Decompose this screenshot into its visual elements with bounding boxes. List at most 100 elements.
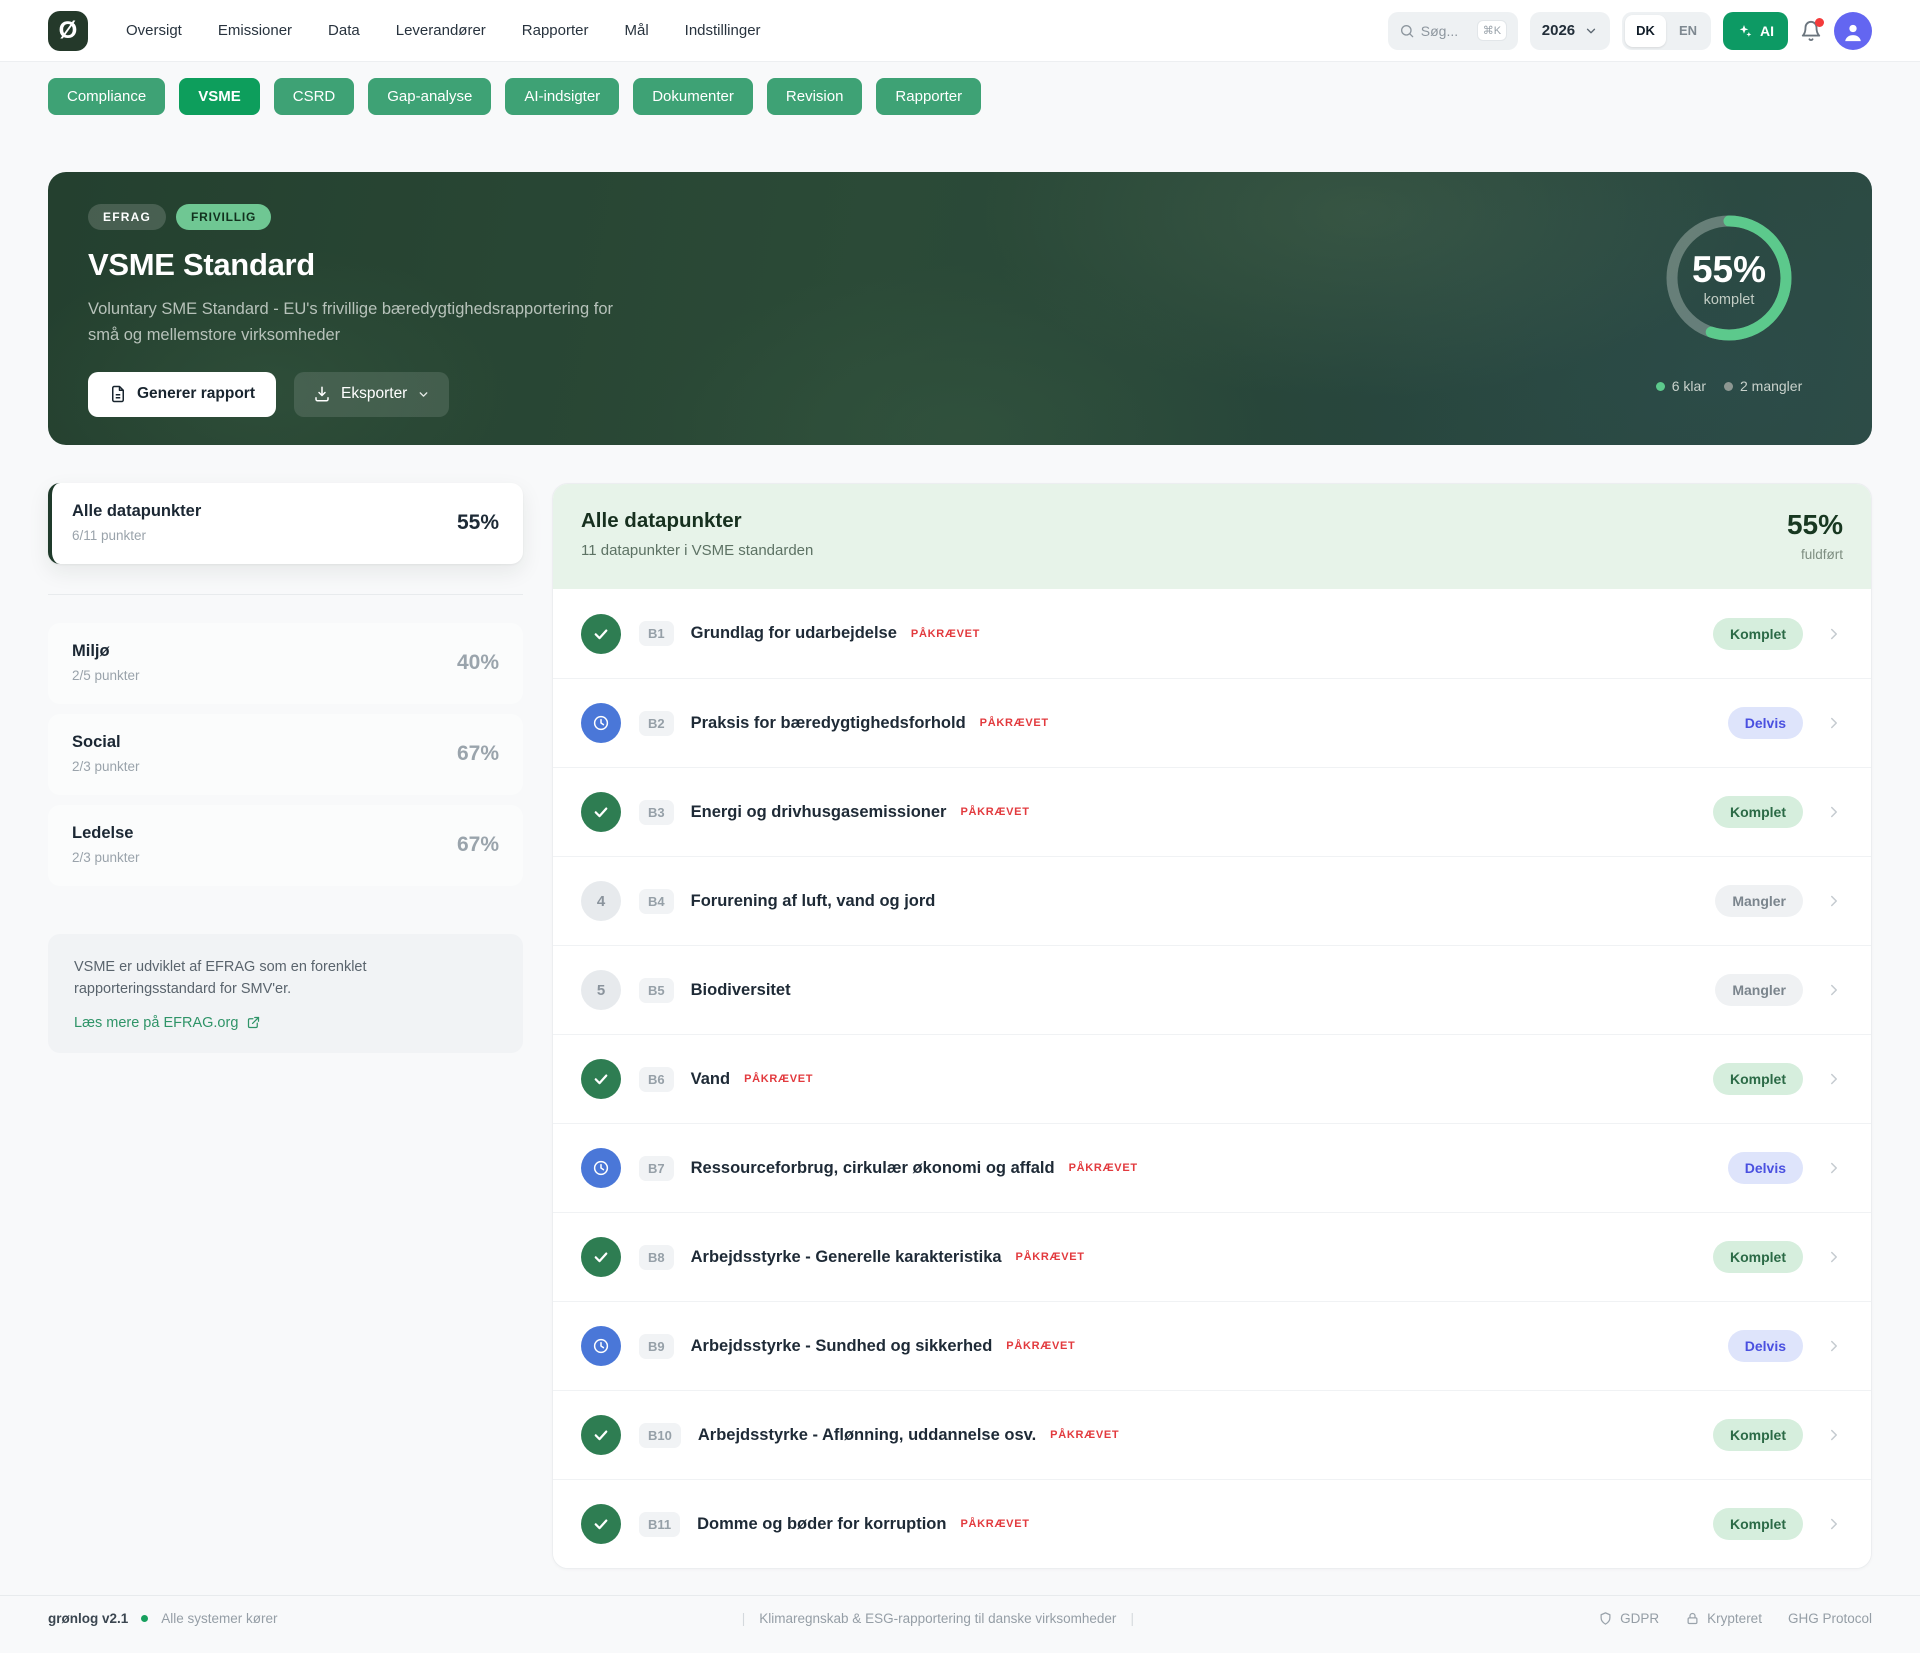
lang-en-button[interactable]: EN — [1668, 15, 1708, 47]
tab-rapporter[interactable]: Rapporter — [876, 78, 982, 115]
datapoint-row[interactable]: B9 Arbejdsstyrke - Sundhed og sikkerhed … — [553, 1301, 1871, 1390]
datapoint-row[interactable]: B6 Vand PÅKRÆVET Komplet — [553, 1034, 1871, 1123]
bell-icon — [1801, 20, 1821, 41]
datapoint-row[interactable]: B11 Domme og bøder for korruption PÅKRÆV… — [553, 1479, 1871, 1568]
datapoint-code: B1 — [639, 621, 674, 646]
gronlog-logo[interactable]: Ø — [48, 10, 88, 51]
tab-vsme[interactable]: VSME — [179, 78, 260, 115]
nav-item[interactable]: Oversigt — [126, 22, 182, 39]
status-badge: Komplet — [1713, 617, 1803, 650]
datapoint-row[interactable]: 5 B5 Biodiversitet Mangler — [553, 945, 1871, 1034]
generate-report-label: Generer rapport — [137, 385, 256, 403]
chevron-right-icon — [1825, 1159, 1843, 1177]
datapoint-code: B11 — [639, 1511, 681, 1537]
export-button[interactable]: Eksporter — [294, 371, 450, 417]
category-subtitle: 2/5 punkter — [72, 668, 140, 683]
tab-dokumenter[interactable]: Dokumenter — [633, 78, 753, 115]
datapoint-row[interactable]: 4 B4 Forurening af luft, vand og jord Ma… — [553, 856, 1871, 945]
tab-gap-analyse[interactable]: Gap-analyse — [368, 78, 492, 115]
tab-revision[interactable]: Revision — [766, 78, 863, 115]
vsme-hero-card: EFRAG FRIVILLIG VSME Standard Voluntary … — [48, 172, 1872, 445]
nav-item[interactable]: Leverandører — [395, 22, 486, 39]
sidebar-category-item[interactable]: Ledelse 2/3 punkter 67% — [48, 805, 523, 886]
tab-csrd[interactable]: CSRD — [273, 78, 355, 115]
datapoint-row[interactable]: B7 Ressourceforbrug, cirkulær økonomi og… — [553, 1123, 1871, 1212]
notifications-button[interactable] — [1800, 17, 1824, 42]
panel-subtitle: 11 datapunkter i VSME standarden — [581, 542, 814, 559]
status-badge: Delvis — [1727, 1330, 1803, 1362]
category-sidebar: Alle datapunkter 6/11 punkter 55% Miljø … — [48, 483, 523, 1053]
tab-compliance[interactable]: Compliance — [48, 78, 166, 115]
category-title: Miljø — [72, 642, 110, 660]
datapoint-title: Arbejdsstyrke - Generelle karakteristika — [690, 1247, 1002, 1266]
status-badge: Komplet — [1713, 796, 1803, 828]
main-nav: Oversigt Emissioner Data Leverandører Ra… — [126, 22, 761, 39]
check-icon — [592, 625, 610, 643]
footer: grønlog v2.1 Alle systemer kører | Klima… — [0, 1595, 1920, 1641]
search-input[interactable] — [1420, 22, 1471, 39]
sidebar-item-alle-datapunkter[interactable]: Alle datapunkter 6/11 punkter 55% — [48, 483, 523, 564]
row-state-icon — [581, 703, 621, 743]
datapoint-code: B10 — [639, 1422, 681, 1448]
system-status-label: Alle systemer kører — [161, 1611, 278, 1626]
legend-ready-label: 6 klar — [1671, 378, 1706, 394]
nav-item[interactable]: Indstillinger — [684, 22, 761, 39]
search-box[interactable]: ⌘K — [1387, 11, 1518, 50]
clock-icon — [592, 1159, 610, 1177]
status-badge: Komplet — [1713, 1241, 1803, 1273]
user-avatar[interactable] — [1834, 11, 1872, 50]
required-label: PÅKRÆVET — [910, 627, 981, 640]
check-icon — [592, 1070, 610, 1088]
ai-assistant-button[interactable]: AI — [1723, 11, 1788, 50]
datapoint-row[interactable]: B3 Energi og drivhusgasemissioner PÅKRÆV… — [553, 767, 1871, 856]
legend-missing: 2 mangler — [1723, 378, 1802, 394]
generate-report-button[interactable]: Generer rapport — [88, 371, 277, 417]
gdpr-badge: GDPR — [1598, 1611, 1659, 1626]
nav-item[interactable]: Mål — [624, 22, 649, 39]
document-icon — [112, 386, 124, 403]
efrag-link-label: Læs mere på EFRAG.org — [74, 1014, 239, 1031]
nav-item[interactable]: Data — [328, 22, 360, 39]
language-toggle: DK EN — [1622, 11, 1711, 50]
datapoint-title: Energi og drivhusgasemissioner — [690, 802, 947, 821]
datapoint-row[interactable]: B2 Praksis for bæredygtighedsforhold PÅK… — [553, 678, 1871, 767]
check-icon — [592, 1426, 610, 1444]
efrag-link[interactable]: Læs mere på EFRAG.org — [74, 1015, 261, 1031]
datapoint-list: B1 Grundlag for udarbejdelse PÅKRÆVET Ko… — [553, 589, 1871, 1568]
category-list: Miljø 2/5 punkter 40% Social 2/3 punkter… — [48, 623, 523, 886]
required-label: PÅKRÆVET — [1050, 1429, 1120, 1441]
search-icon — [1400, 24, 1414, 37]
frivillig-badge: FRIVILLIG — [176, 204, 272, 230]
status-badge: Delvis — [1727, 707, 1803, 739]
nav-item[interactable]: Emissioner — [217, 22, 293, 39]
panel-title: Alle datapunkter — [581, 509, 742, 532]
chevron-right-icon — [1825, 803, 1843, 821]
lock-icon — [1687, 1612, 1698, 1625]
row-number: 4 — [596, 892, 606, 910]
tab-ai-indsigter[interactable]: AI-indsigter — [505, 78, 620, 115]
separator: | — [741, 1611, 746, 1626]
category-title: Ledelse — [72, 824, 134, 842]
chevron-right-icon — [1825, 1426, 1843, 1444]
chevron-right-icon — [1825, 625, 1843, 643]
sidebar-category-item[interactable]: Miljø 2/5 punkter 40% — [48, 623, 523, 704]
year-selector[interactable]: 2026 — [1529, 11, 1611, 50]
datapoint-title: Biodiversitet — [690, 980, 791, 999]
check-icon — [592, 803, 610, 821]
datapoint-title: Domme og bøder for korruption — [697, 1514, 947, 1533]
clock-icon — [592, 714, 610, 732]
lang-dk-button[interactable]: DK — [1625, 14, 1666, 47]
nav-item[interactable]: Rapporter — [521, 22, 589, 39]
datapoint-row[interactable]: B1 Grundlag for udarbejdelse PÅKRÆVET Ko… — [553, 589, 1871, 678]
chevron-down-icon — [419, 392, 428, 397]
datapoints-panel: Alle datapunkter 11 datapunkter i VSME s… — [552, 483, 1872, 1569]
datapoint-code: B4 — [639, 888, 674, 914]
datapoint-row[interactable]: B8 Arbejdsstyrke - Generelle karakterist… — [553, 1212, 1871, 1301]
sidebar-category-item[interactable]: Social 2/3 punkter 67% — [48, 714, 523, 795]
datapoint-row[interactable]: B10 Arbejdsstyrke - Aflønning, uddannels… — [553, 1390, 1871, 1479]
category-title: Alle datapunkter — [72, 502, 202, 520]
category-percent: 67% — [456, 832, 499, 856]
row-number: 5 — [596, 981, 606, 999]
datapoint-code: B3 — [639, 799, 674, 825]
vsme-info-box: VSME er udviklet af EFRAG som en forenkl… — [48, 934, 523, 1053]
